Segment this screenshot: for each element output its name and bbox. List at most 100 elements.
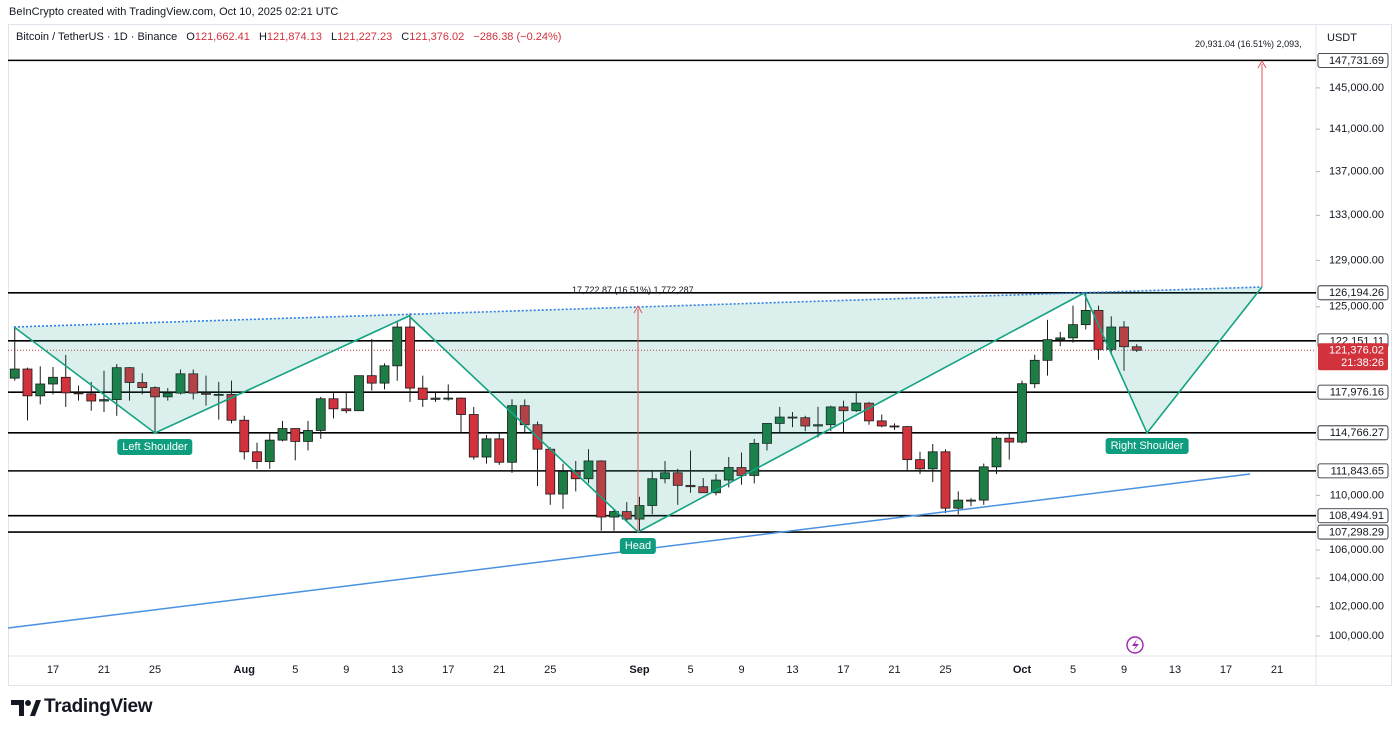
ohlc-value: 121,662.41 xyxy=(194,31,250,43)
candle-body xyxy=(35,383,46,397)
watermark: BeInCrypto created with TradingView.com,… xyxy=(9,6,339,18)
candle-body xyxy=(9,368,20,379)
symbol-header: Bitcoin / TetherUS · 1D · Binance O121,6… xyxy=(16,31,561,43)
x-tick-label: 13 xyxy=(1169,664,1181,676)
candle-body xyxy=(1068,324,1078,339)
candle-body xyxy=(137,382,148,389)
pattern xyxy=(7,59,1267,629)
ohlc-key: O xyxy=(186,31,195,43)
level-label: 114,766.27 xyxy=(1330,427,1384,439)
x-tick-label: 5 xyxy=(687,664,693,676)
x-tick-label: 13 xyxy=(786,664,798,676)
candle-body xyxy=(1080,309,1091,326)
candle-body xyxy=(48,376,58,385)
candle-body xyxy=(162,392,173,398)
y-tick-label: 100,000.00 xyxy=(1329,630,1384,642)
candle-body xyxy=(902,426,913,461)
candle-body xyxy=(685,484,696,488)
candle-body xyxy=(468,414,479,458)
level-label-box xyxy=(1317,285,1389,301)
y-tick-label: 129,000.00 xyxy=(1329,254,1384,266)
ohlc-value: 121,376.02 xyxy=(409,31,465,43)
candle-body xyxy=(22,368,33,397)
candle-body xyxy=(111,367,122,401)
x-tick-label: 17 xyxy=(837,664,849,676)
y-tick-label: 137,000.00 xyxy=(1329,166,1384,178)
x-tick-label: 17 xyxy=(442,664,454,676)
level-label: 111,843.65 xyxy=(1331,465,1384,477)
ohlc-key: L xyxy=(331,31,338,43)
x-tick-label: 25 xyxy=(149,664,161,676)
measure-label: 17,722.87 (16.51%) 1,772,287 xyxy=(572,285,694,295)
candle-body xyxy=(774,416,785,424)
candle-body xyxy=(264,439,275,462)
candle-body xyxy=(1004,437,1015,443)
x-tick-label: 25 xyxy=(939,664,951,676)
target-arrowhead xyxy=(1257,59,1267,69)
candle-body xyxy=(213,393,224,396)
candle-body xyxy=(545,448,556,495)
current-price-label: 121,376.02 xyxy=(1329,345,1384,357)
y-tick-label: 133,000.00 xyxy=(1329,209,1384,221)
ohlc-value: 121,227.23 xyxy=(337,31,393,43)
candle-body xyxy=(634,505,645,520)
candle-body xyxy=(660,472,670,480)
candle-body xyxy=(303,430,313,442)
y-tick-label: 110,000.00 xyxy=(1330,489,1384,501)
candle-body xyxy=(647,478,658,506)
candle-body xyxy=(851,402,862,412)
candle-body xyxy=(723,467,734,481)
candle-body xyxy=(1029,359,1040,385)
level-label: 108,494.91 xyxy=(1329,510,1384,522)
ohlc-key: H xyxy=(258,31,267,43)
candle-body xyxy=(1119,326,1129,348)
level-label-box xyxy=(1317,463,1389,479)
y-tick-label: 106,000.00 xyxy=(1329,544,1384,556)
candle-body xyxy=(1131,346,1142,351)
y-tick-label: 125,000.00 xyxy=(1329,301,1384,313)
pattern-label: Head xyxy=(619,538,657,554)
brand: TradingView xyxy=(44,696,153,717)
candle-body xyxy=(507,405,517,463)
level-label-box xyxy=(1317,524,1389,540)
candle-body xyxy=(430,397,441,400)
candle-body xyxy=(711,479,721,494)
candle-body xyxy=(443,397,454,400)
x-tick-label: Aug xyxy=(234,664,255,676)
candle-body xyxy=(953,499,964,509)
candle-body xyxy=(876,420,887,427)
x-tick-label: 9 xyxy=(738,664,744,676)
candle-body xyxy=(889,425,900,428)
symbol-title: Bitcoin / TetherUS · 1D · Binance xyxy=(16,31,178,43)
candle-body xyxy=(915,459,925,470)
candle-body xyxy=(226,393,237,421)
candle-body xyxy=(583,460,594,480)
countdown: 21:38:26 xyxy=(1341,357,1384,369)
candle-body xyxy=(456,397,466,415)
x-tick-label: 5 xyxy=(1070,664,1076,676)
candle-body xyxy=(736,467,747,476)
x-tick-label: 13 xyxy=(391,664,403,676)
candle-body xyxy=(290,428,301,442)
candle-body xyxy=(991,437,1002,468)
candle-body xyxy=(481,438,492,458)
candle-body xyxy=(379,365,390,384)
candle-body xyxy=(328,398,339,410)
candle-body xyxy=(838,406,849,412)
chart-frame xyxy=(8,24,1392,686)
change: −286.38 (−0.24%) xyxy=(473,31,562,43)
level-label-box xyxy=(1317,52,1389,68)
ohlc-value: 121,874.13 xyxy=(266,31,322,43)
pattern-label: Left Shoulder xyxy=(117,439,193,455)
y-tick-label: 141,000.00 xyxy=(1329,123,1384,135)
candle-body xyxy=(252,451,262,462)
candle-body xyxy=(825,406,836,426)
candle-body xyxy=(277,428,288,441)
candle-body xyxy=(354,375,364,412)
candle-body xyxy=(494,438,505,463)
candle-body xyxy=(1093,309,1104,350)
candle-body xyxy=(60,376,71,394)
pattern-label: Right Shoulder xyxy=(1105,438,1189,454)
candle-body xyxy=(201,392,211,395)
